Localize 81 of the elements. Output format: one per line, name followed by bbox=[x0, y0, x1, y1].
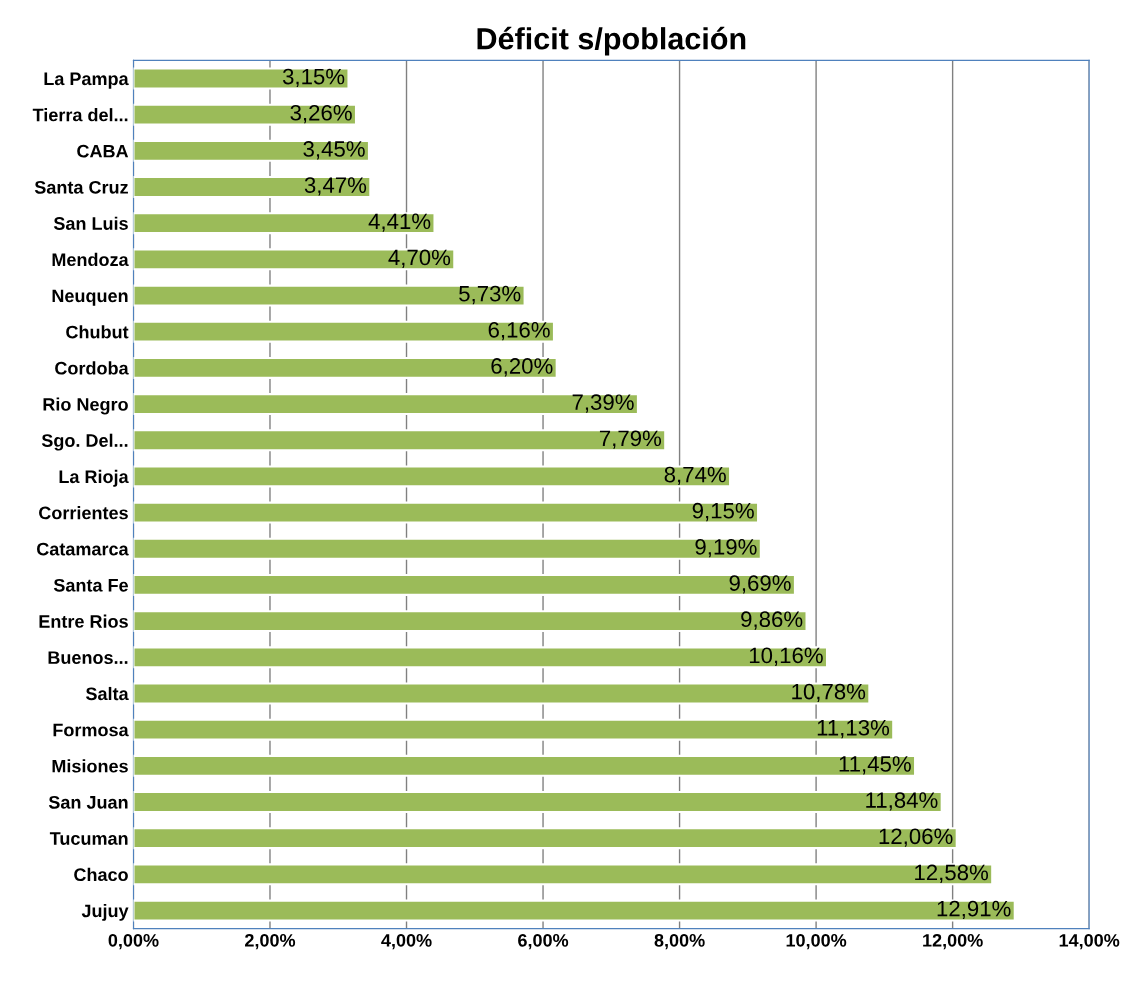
bar bbox=[133, 429, 667, 452]
x-tick-label: 10,00% bbox=[786, 933, 847, 950]
y-tick-label: Entre Rios bbox=[39, 614, 128, 628]
x-tick-label: 2,00% bbox=[245, 933, 296, 950]
y-tick-label: Misiones bbox=[52, 759, 128, 773]
bar bbox=[133, 465, 732, 488]
bar bbox=[133, 501, 760, 524]
y-tick-label: Buenos... bbox=[48, 651, 128, 665]
data-label: 6,16% bbox=[488, 321, 550, 341]
x-tick-label: 4,00% bbox=[381, 933, 432, 950]
y-tick-label: Tierra del... bbox=[32, 108, 128, 122]
data-label: 4,41% bbox=[368, 213, 431, 232]
y-tick-label: San Luis bbox=[53, 216, 128, 230]
y-tick-label: Chubut bbox=[66, 325, 129, 339]
bar bbox=[133, 646, 829, 669]
x-tick-label: 8,00% bbox=[654, 933, 705, 950]
bar bbox=[133, 754, 917, 777]
bar bbox=[133, 863, 994, 886]
bar bbox=[133, 320, 555, 343]
data-label: 11,84% bbox=[866, 792, 938, 811]
data-label: 8,74% bbox=[664, 466, 726, 486]
data-label: 3,26% bbox=[290, 104, 352, 124]
data-label: 9,69% bbox=[729, 575, 791, 594]
y-tick-label: Mendoza bbox=[52, 252, 129, 267]
data-label: 10,78% bbox=[792, 683, 866, 703]
data-label: 11,13% bbox=[817, 719, 890, 739]
bar bbox=[133, 356, 558, 379]
y-tick-label: Tucuman bbox=[49, 832, 128, 845]
bar bbox=[133, 610, 808, 633]
y-tick-label: CABA bbox=[77, 144, 129, 158]
y-tick-label: Sgo. Del... bbox=[41, 433, 128, 451]
data-label: 6,20% bbox=[491, 358, 553, 377]
data-label: 3,47% bbox=[304, 177, 367, 196]
data-label: 11,45% bbox=[839, 756, 911, 775]
y-tick-label: Rio Negro bbox=[43, 397, 128, 415]
data-label: 5,73% bbox=[459, 285, 521, 305]
data-label: 3,15% bbox=[282, 68, 345, 88]
x-tick-label: 6,00% bbox=[518, 933, 569, 950]
bar bbox=[133, 248, 456, 271]
bar bbox=[133, 284, 526, 307]
data-label: 7,79% bbox=[599, 430, 662, 449]
data-label: 4,70% bbox=[388, 249, 451, 268]
bar bbox=[133, 573, 796, 596]
data-label: 12,91% bbox=[937, 900, 1011, 920]
bar bbox=[133, 682, 871, 705]
bar bbox=[133, 139, 371, 162]
chart-title: Déficit s/población bbox=[477, 26, 746, 56]
data-label: 12,06% bbox=[879, 828, 953, 847]
bar bbox=[133, 718, 895, 741]
y-tick-label: Formosa bbox=[53, 723, 129, 737]
data-label: 7,39% bbox=[572, 394, 634, 413]
bar bbox=[133, 827, 958, 850]
x-tick-label: 14,00% bbox=[1059, 933, 1120, 950]
data-label: 9,19% bbox=[695, 539, 757, 558]
data-label: 9,15% bbox=[692, 502, 754, 522]
bar bbox=[133, 67, 350, 90]
data-label: 9,86% bbox=[741, 611, 803, 630]
x-tick-label: 0,00% bbox=[108, 933, 159, 950]
bar bbox=[133, 791, 943, 813]
data-label: 12,58% bbox=[915, 864, 989, 883]
y-tick-label: Corrientes bbox=[39, 506, 128, 520]
bar bbox=[133, 899, 1016, 922]
y-tick-label: La Rioja bbox=[59, 469, 129, 487]
y-tick-label: San Juan bbox=[48, 795, 128, 809]
bar bbox=[133, 393, 639, 416]
data-label: 3,45% bbox=[303, 141, 365, 160]
y-tick-label: Jujuy bbox=[81, 903, 129, 921]
bar bbox=[133, 176, 372, 198]
data-label: 10,16% bbox=[749, 647, 823, 666]
x-tick-label: 12,00% bbox=[923, 933, 983, 950]
y-tick-label: Salta bbox=[85, 686, 129, 701]
bar bbox=[133, 212, 436, 235]
y-tick-label: Catamarca bbox=[37, 542, 129, 556]
y-tick-label: Santa Cruz bbox=[34, 180, 128, 194]
y-tick-label: La Pampa bbox=[44, 72, 129, 89]
bar bbox=[133, 103, 358, 126]
y-tick-label: Chaco bbox=[74, 867, 128, 882]
y-tick-label: Cordoba bbox=[55, 361, 129, 375]
y-tick-label: Santa Fe bbox=[53, 578, 128, 592]
bar bbox=[133, 537, 762, 560]
y-tick-label: Neuquen bbox=[52, 289, 128, 306]
